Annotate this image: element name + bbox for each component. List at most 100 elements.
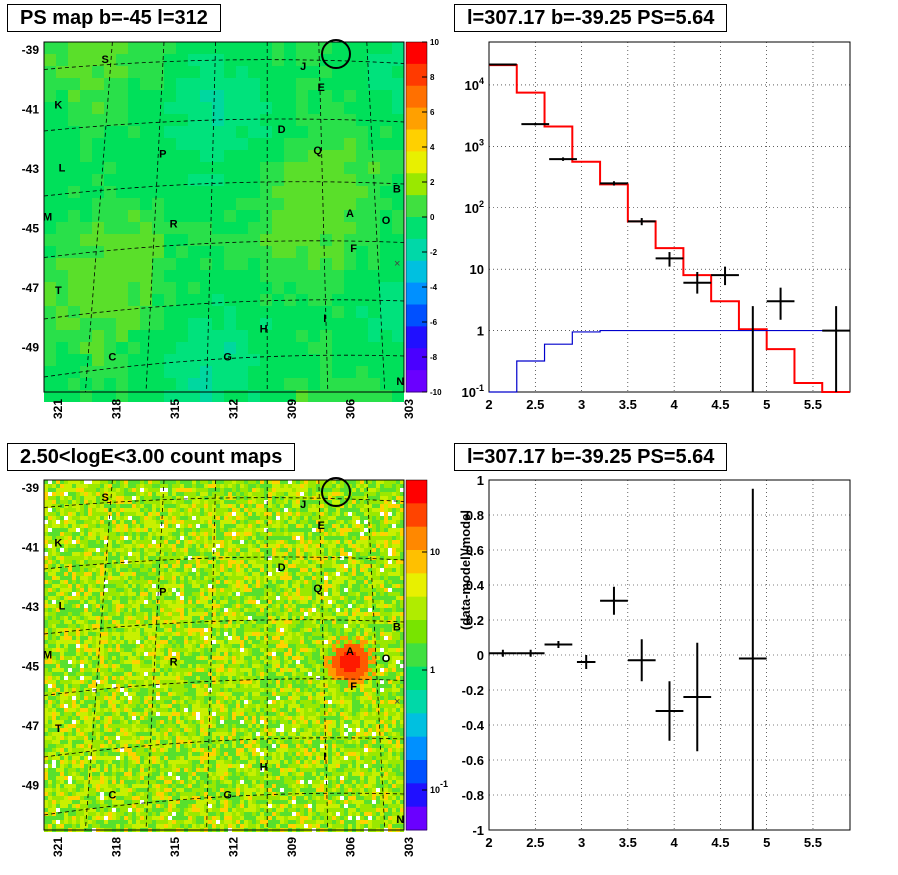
map-cell [92, 576, 96, 580]
map-cell [204, 800, 208, 804]
map-cell [144, 512, 148, 516]
map-cell [44, 306, 56, 318]
map-cell [44, 528, 48, 532]
map-cell [272, 294, 284, 306]
map-cell [124, 564, 128, 568]
map-cell [56, 576, 60, 580]
map-cell [152, 484, 156, 488]
map-cell [236, 342, 248, 354]
map-cell [80, 760, 84, 764]
map-cell [96, 596, 100, 600]
map-cell [140, 760, 144, 764]
map-cell [68, 748, 72, 752]
map-cell [216, 732, 220, 736]
map-cell [132, 656, 136, 660]
map-cell [136, 732, 140, 736]
map-cell [224, 138, 236, 150]
map-cell [132, 732, 136, 736]
map-cell [188, 198, 200, 210]
map-cell [236, 270, 248, 282]
map-cell [208, 580, 212, 584]
map-cell [48, 720, 52, 724]
map-cell [104, 354, 116, 366]
map-cell [96, 704, 100, 708]
map-cell [176, 162, 188, 174]
map-cell [216, 520, 220, 524]
map-cell [160, 500, 164, 504]
map-cell [56, 628, 60, 632]
map-cell [92, 306, 104, 318]
map-cell [96, 564, 100, 568]
map-cell [216, 640, 220, 644]
map-cell [108, 628, 112, 632]
map-cell [144, 792, 148, 796]
map-cell [180, 600, 184, 604]
map-cell [120, 568, 124, 572]
map-cell [60, 596, 64, 600]
map-cell [48, 804, 52, 808]
map-cell [88, 588, 92, 592]
map-cell [44, 704, 48, 708]
map-cell [160, 632, 164, 636]
map-cell [172, 600, 176, 604]
map-cell [208, 720, 212, 724]
map-cell [344, 258, 356, 270]
map-cell [116, 390, 128, 402]
map-cell [84, 572, 88, 576]
map-cell [112, 580, 116, 584]
map-cell [104, 712, 108, 716]
map-cell [108, 732, 112, 736]
map-cell [164, 78, 176, 90]
map-cell [148, 796, 152, 800]
map-cell [92, 708, 96, 712]
map-cell [368, 342, 380, 354]
map-cell [68, 616, 72, 620]
map-cell [212, 696, 216, 700]
map-cell [208, 612, 212, 616]
map-cell [200, 588, 204, 592]
map-cell [248, 282, 260, 294]
map-cell [128, 740, 132, 744]
map-cell [80, 556, 84, 560]
map-cell [88, 632, 92, 636]
map-cell [144, 552, 148, 556]
map-cell [152, 760, 156, 764]
map-cell [140, 536, 144, 540]
map-cell [44, 556, 48, 560]
map-cell [136, 672, 140, 676]
map-cell [164, 776, 168, 780]
map-cell [76, 656, 80, 660]
map-cell [104, 732, 108, 736]
map-cell [164, 684, 168, 688]
map-cell [132, 516, 136, 520]
map-cell [332, 54, 344, 66]
map-cell [64, 824, 68, 828]
map-cell [96, 780, 100, 784]
map-cell [144, 520, 148, 524]
map-cell [96, 612, 100, 616]
map-cell [44, 330, 56, 342]
map-cell [52, 616, 56, 620]
map-cell [116, 732, 120, 736]
map-cell [152, 744, 156, 748]
map-cell [160, 744, 164, 748]
map-cell [216, 748, 220, 752]
map-cell [108, 656, 112, 660]
map-cell [204, 712, 208, 716]
map-cell [136, 528, 140, 532]
map-cell [156, 596, 160, 600]
map-cell [96, 516, 100, 520]
map-cell [84, 812, 88, 816]
map-cell [284, 258, 296, 270]
map-cell [44, 258, 56, 270]
map-cell [184, 656, 188, 660]
map-cell [52, 592, 56, 596]
map-cell [112, 808, 116, 812]
map-cell [128, 540, 132, 544]
map-cell [164, 234, 176, 246]
map-cell [168, 488, 172, 492]
map-cell [176, 772, 180, 776]
map-cell [68, 102, 80, 114]
map-cell [48, 772, 52, 776]
map-cell [144, 728, 148, 732]
